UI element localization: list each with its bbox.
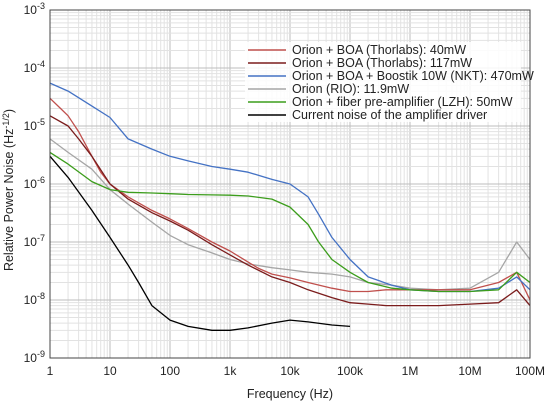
x-tick-label: 1k: [224, 364, 238, 378]
x-tick-label: 10M: [458, 364, 481, 378]
series-line-4: [49, 151, 531, 293]
y-axis-title-main: Relative Power Noise (Hz: [2, 129, 16, 271]
x-tick-label: 10: [103, 364, 117, 378]
y-tick-exponent: -3: [37, 1, 45, 11]
x-tick-label: 10k: [280, 364, 300, 378]
legend-label: Orion + BOA (Thorlabs): 40mW: [292, 43, 466, 57]
y-tick-label: 10-6: [24, 175, 45, 191]
y-tick-label: 10-7: [24, 233, 45, 249]
y-tick-mantissa: 10: [24, 351, 38, 365]
legend-label: Orion + fiber pre-amplifier (LZH): 50mW: [292, 95, 513, 109]
y-tick-label: 10-8: [24, 291, 45, 307]
legend-background: [245, 42, 521, 122]
data-series: [49, 82, 531, 331]
legend-label: Current noise of the amplifier driver: [292, 108, 487, 122]
y-tick-mantissa: 10: [24, 119, 38, 133]
y-tick-exponent: -6: [37, 175, 45, 185]
x-tick-label: 100M: [515, 364, 545, 378]
y-tick-mantissa: 10: [24, 61, 38, 75]
y-tick-mantissa: 10: [24, 235, 38, 249]
y-axis-title: Relative Power Noise (Hz-1/2): [1, 109, 16, 271]
series-line-1: [49, 115, 531, 307]
y-tick-label: 10-4: [24, 59, 45, 75]
y-tick-mantissa: 10: [24, 177, 38, 191]
x-tick-label: 100: [160, 364, 180, 378]
series-line-5: [49, 155, 351, 331]
legend-label: Orion + BOA (Thorlabs): 117mW: [292, 56, 472, 70]
y-tick-label: 10-5: [24, 117, 45, 133]
y-tick-mantissa: 10: [24, 3, 38, 17]
y-tick-exponent: -4: [37, 59, 45, 69]
x-axis-title: Frequency (Hz): [247, 387, 333, 401]
y-tick-exponent: -9: [37, 349, 45, 359]
y-tick-exponent: -5: [37, 117, 45, 127]
legend-label: Orion (RIO): 11.9mW: [292, 82, 409, 96]
y-tick-label: 10-3: [24, 1, 45, 17]
x-tick-label: 100k: [337, 364, 364, 378]
series-line-0: [49, 97, 531, 301]
y-axis-title-exponent: -1/2: [1, 113, 11, 129]
y-tick-exponent: -8: [37, 291, 45, 301]
legend-label: Orion + BOA + Boostik 10W (NKT): 470mW: [292, 69, 534, 83]
x-tick-label: 1M: [402, 364, 419, 378]
y-axis-title-close: ): [2, 109, 16, 113]
x-axis-tick-labels: 1 10 100 1k 10k 100k 1M 10M 100M: [47, 364, 545, 378]
y-tick-mantissa: 10: [24, 293, 38, 307]
y-tick-exponent: -7: [37, 233, 45, 243]
y-axis-tick-labels: 10-910-810-710-610-510-410-3: [24, 1, 45, 365]
y-tick-label: 10-9: [24, 349, 45, 365]
x-tick-label: 1: [47, 364, 54, 378]
plot-area-frame: [49, 9, 531, 359]
